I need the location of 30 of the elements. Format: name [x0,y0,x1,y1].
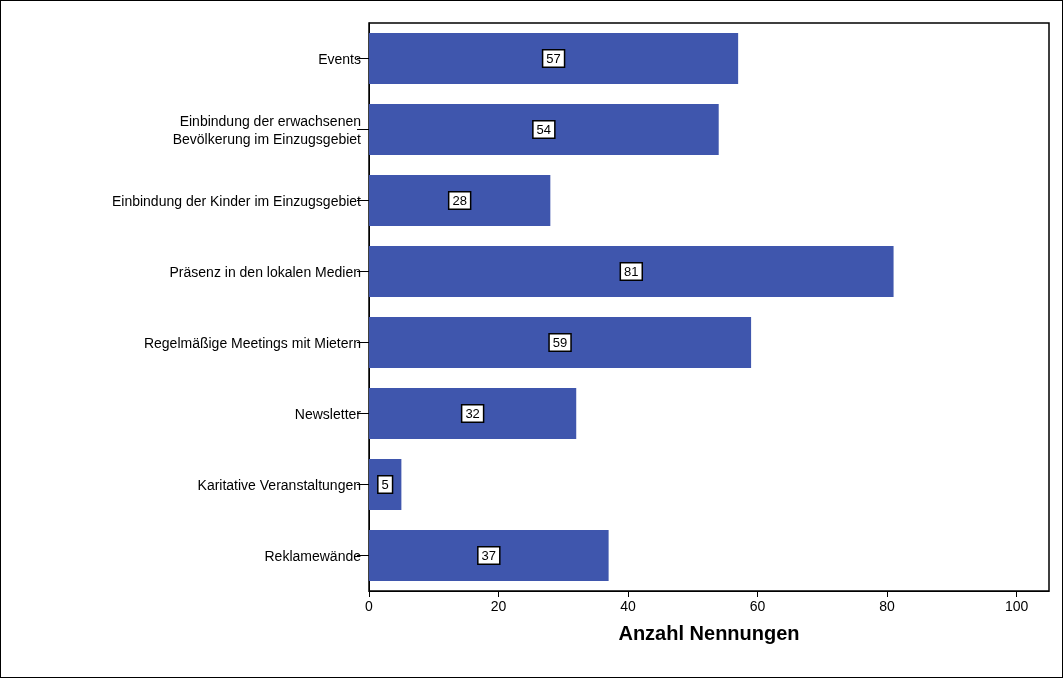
bar [369,174,551,227]
x-axis-title: Anzahl Nennungen [618,622,800,644]
x-tick-label: 80 [879,598,896,614]
y-tick-label: Einbindung der erwachsenen Bevölkerung im Einzugsgebiet [172,112,362,147]
data-label: 59 [552,335,568,350]
x-tick-label: 40 [620,598,637,614]
y-tick-label: Karitative Veranstaltungen [197,476,361,493]
data-label: 37 [481,548,497,563]
bar [369,387,577,440]
data-label: 32 [465,406,480,421]
bar [369,316,752,369]
y-tick-label: Einbindung der Kinder im Einzugsgebiet [111,192,362,209]
x-tick-label: 60 [749,598,766,614]
y-tick-label: Präsenz in den lokalen Medien [169,263,361,280]
x-tick-label: 100 [1004,598,1029,614]
y-tick-label: Events [318,50,361,67]
bar [369,103,719,156]
data-label: 81 [624,264,639,279]
bar [369,32,739,85]
data-label: 57 [546,51,561,66]
y-tick-label: Newsletter [294,405,362,422]
x-tick-label: 20 [490,598,507,614]
y-tick-label: Regelmäßige Meetings mit Mietern [143,334,361,351]
data-label: 28 [452,193,467,208]
bar [369,245,894,298]
bar [369,529,609,582]
data-label: 5 [381,477,389,492]
x-tick-label: 0 [365,598,374,614]
data-label: 54 [536,122,552,137]
y-tick-label: Reklamewände [264,547,362,564]
